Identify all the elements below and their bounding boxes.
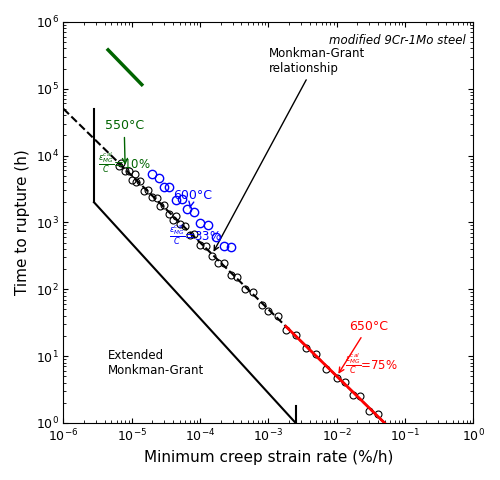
Text: Monkman-Grant
relationship: Monkman-Grant relationship [214, 47, 364, 251]
Y-axis label: Time to rupture (h): Time to rupture (h) [15, 149, 30, 295]
Text: 650°C: 650°C [339, 320, 388, 372]
Text: 600°C: 600°C [173, 190, 212, 208]
Text: Extended
Monkman-Grant: Extended Monkman-Grant [108, 348, 204, 377]
Text: $\frac{\varepsilon_{MG}^{cal}}{C}$=10%: $\frac{\varepsilon_{MG}^{cal}}{C}$=10% [98, 150, 151, 175]
Text: modified 9Cr-1Mo steel: modified 9Cr-1Mo steel [328, 34, 466, 47]
Text: $\frac{\varepsilon_{MG}^{cal}}{C}$=33%: $\frac{\varepsilon_{MG}^{cal}}{C}$=33% [169, 222, 222, 247]
Text: 550°C: 550°C [104, 119, 144, 163]
Text: $\frac{\varepsilon_{MG}^{cal}}{C}$=75%: $\frac{\varepsilon_{MG}^{cal}}{C}$=75% [344, 351, 398, 375]
X-axis label: Minimum creep strain rate (%/h): Minimum creep strain rate (%/h) [144, 450, 393, 465]
